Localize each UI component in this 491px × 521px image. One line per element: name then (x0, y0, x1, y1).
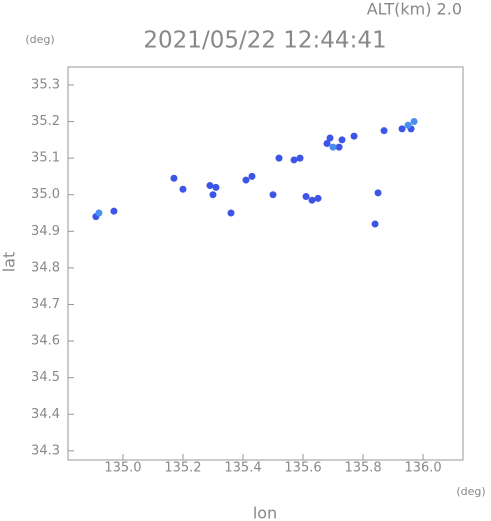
y-tick-label: 34.8 (31, 260, 60, 275)
echo-point (170, 174, 178, 182)
y-tick-label: 34.7 (31, 297, 60, 312)
echo-point (296, 154, 304, 162)
echo-point (380, 127, 388, 135)
echo-point (110, 207, 118, 215)
x-tick-label: 135.8 (344, 461, 381, 476)
y-tick-label: 35.0 (31, 187, 60, 202)
y-unit: (deg) (25, 33, 54, 46)
echo-point (398, 125, 406, 133)
y-axis-label: lat (0, 252, 19, 273)
echo-point (350, 132, 358, 140)
echo-point (269, 191, 277, 199)
annotation: ALT(km) 2.0 (367, 0, 462, 19)
x-tick-label: 135.2 (164, 461, 201, 476)
x-axis-label: lon (253, 504, 277, 521)
echo-point (209, 191, 217, 199)
y-tick-label: 34.4 (31, 407, 60, 422)
y-tick-label: 35.3 (31, 77, 60, 92)
y-tick-label: 35.1 (31, 151, 60, 166)
echo-point (248, 172, 256, 180)
y-tick-label: 34.3 (31, 443, 60, 458)
echo-point (338, 136, 346, 144)
echo-point (371, 220, 379, 228)
y-tick-label: 34.6 (31, 334, 60, 349)
echo-point (275, 154, 283, 162)
echo-point (302, 193, 310, 201)
echo-point (326, 134, 334, 142)
echo-point (410, 118, 418, 126)
x-tick-label: 135.4 (224, 461, 261, 476)
x-tick-label: 135.6 (284, 461, 321, 476)
chart-title: 2021/05/22 12:44:41 (143, 28, 386, 54)
echo-point (329, 143, 337, 151)
echo-point (179, 185, 187, 193)
echo-point (212, 183, 220, 191)
x-unit: (deg) (456, 485, 485, 498)
echo-point (227, 209, 235, 217)
echo-point (335, 143, 343, 151)
echo-point (323, 139, 331, 147)
y-tick-label: 34.5 (31, 370, 60, 385)
y-tick-label: 35.2 (31, 114, 60, 129)
echo-point (374, 189, 382, 197)
echo-point (95, 209, 103, 217)
echo-point (404, 121, 412, 129)
plot-frame (67, 66, 464, 461)
x-tick-label: 135.0 (104, 461, 141, 476)
echo-point (242, 176, 250, 184)
echo-point (290, 156, 298, 164)
echo-point (206, 182, 214, 190)
x-tick-label: 136.0 (404, 461, 441, 476)
echo-point (308, 196, 316, 204)
y-tick-label: 34.9 (31, 224, 60, 239)
echo-point (314, 194, 322, 202)
